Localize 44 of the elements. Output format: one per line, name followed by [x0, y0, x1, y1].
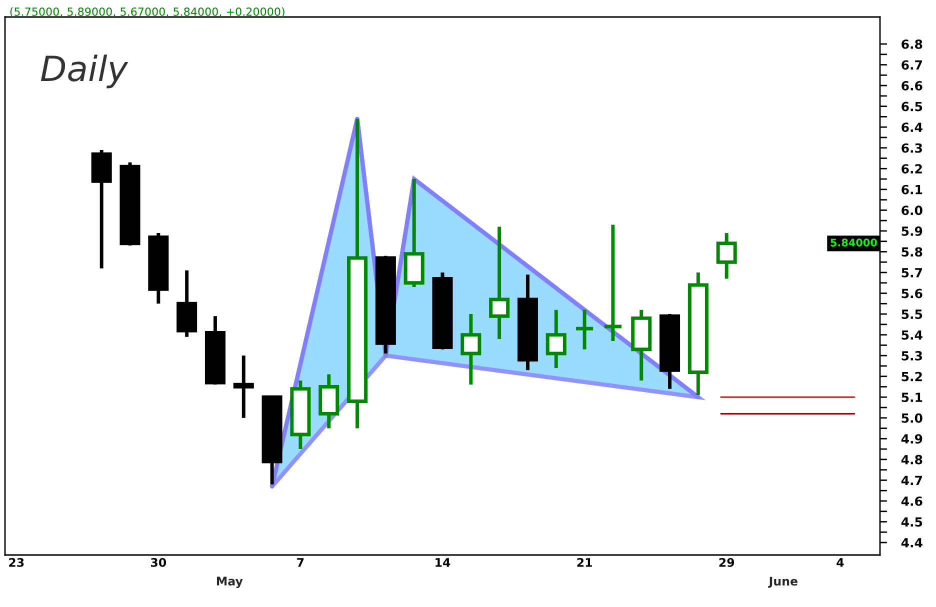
- chart-subtitle: (5.75000, 5.89000, 5.67000, 5.84000, +0.20000): [10, 7, 284, 18]
- candlestick: [489, 226, 510, 339]
- y-tick-label: 6.6: [902, 81, 922, 90]
- y-tick-label: 6.3: [902, 143, 922, 153]
- y-tick-label: 6.7: [902, 60, 922, 70]
- x-tick-label: 7: [297, 558, 304, 567]
- candlestick: [716, 233, 737, 279]
- candlestick: [546, 310, 566, 368]
- y-tick-label: 5.5: [902, 310, 922, 319]
- y-tick-label: 5.6: [902, 288, 922, 298]
- x-tick-label: 30: [150, 558, 166, 567]
- y-tick-label: 6.8: [902, 39, 922, 49]
- text: May: [216, 576, 243, 588]
- x-tick-label: 14: [436, 558, 450, 567]
- text: Daily: [40, 54, 128, 88]
- y-tick-label: 6.5: [902, 102, 922, 112]
- x-tick-label: 23: [9, 558, 24, 567]
- y-tick-label: 6.0: [902, 206, 922, 216]
- y-tick-label: 5.3: [902, 351, 922, 361]
- y-tick-label: 5.4: [902, 330, 922, 340]
- y-tick-label: 5.7: [902, 268, 922, 278]
- candlestick: [233, 356, 254, 418]
- candlestick: [574, 310, 595, 350]
- candlestick: [602, 224, 624, 342]
- y-tick-label: 4.7: [901, 476, 922, 485]
- candlestick: [460, 314, 482, 385]
- y-tick-label: 5.9: [902, 226, 922, 236]
- y-tick-label: 4.9: [901, 434, 922, 444]
- y-tick-label: 5.8: [902, 247, 922, 257]
- x-tick-label: 21: [577, 558, 592, 567]
- y-tick-label: 6.1: [902, 184, 922, 194]
- y-tick-label: 5.1: [902, 392, 922, 402]
- y-tick-label: 5.2: [902, 372, 922, 382]
- text: June: [768, 576, 798, 588]
- x-tick-label: 4: [836, 558, 844, 567]
- annotation: 5.84000: [830, 238, 877, 246]
- y-tick-label: 5.0: [902, 413, 922, 423]
- y-tick-label: 4.4: [901, 538, 922, 548]
- y-tick-label: 4.8: [901, 454, 922, 464]
- y-tick-label: 4.6: [901, 496, 922, 506]
- y-tick-label: 4.5: [901, 517, 922, 527]
- y-tick-label: 6.4: [902, 122, 922, 132]
- x-tick-label: 29: [719, 558, 734, 567]
- y-tick-label: 6.2: [902, 164, 922, 174]
